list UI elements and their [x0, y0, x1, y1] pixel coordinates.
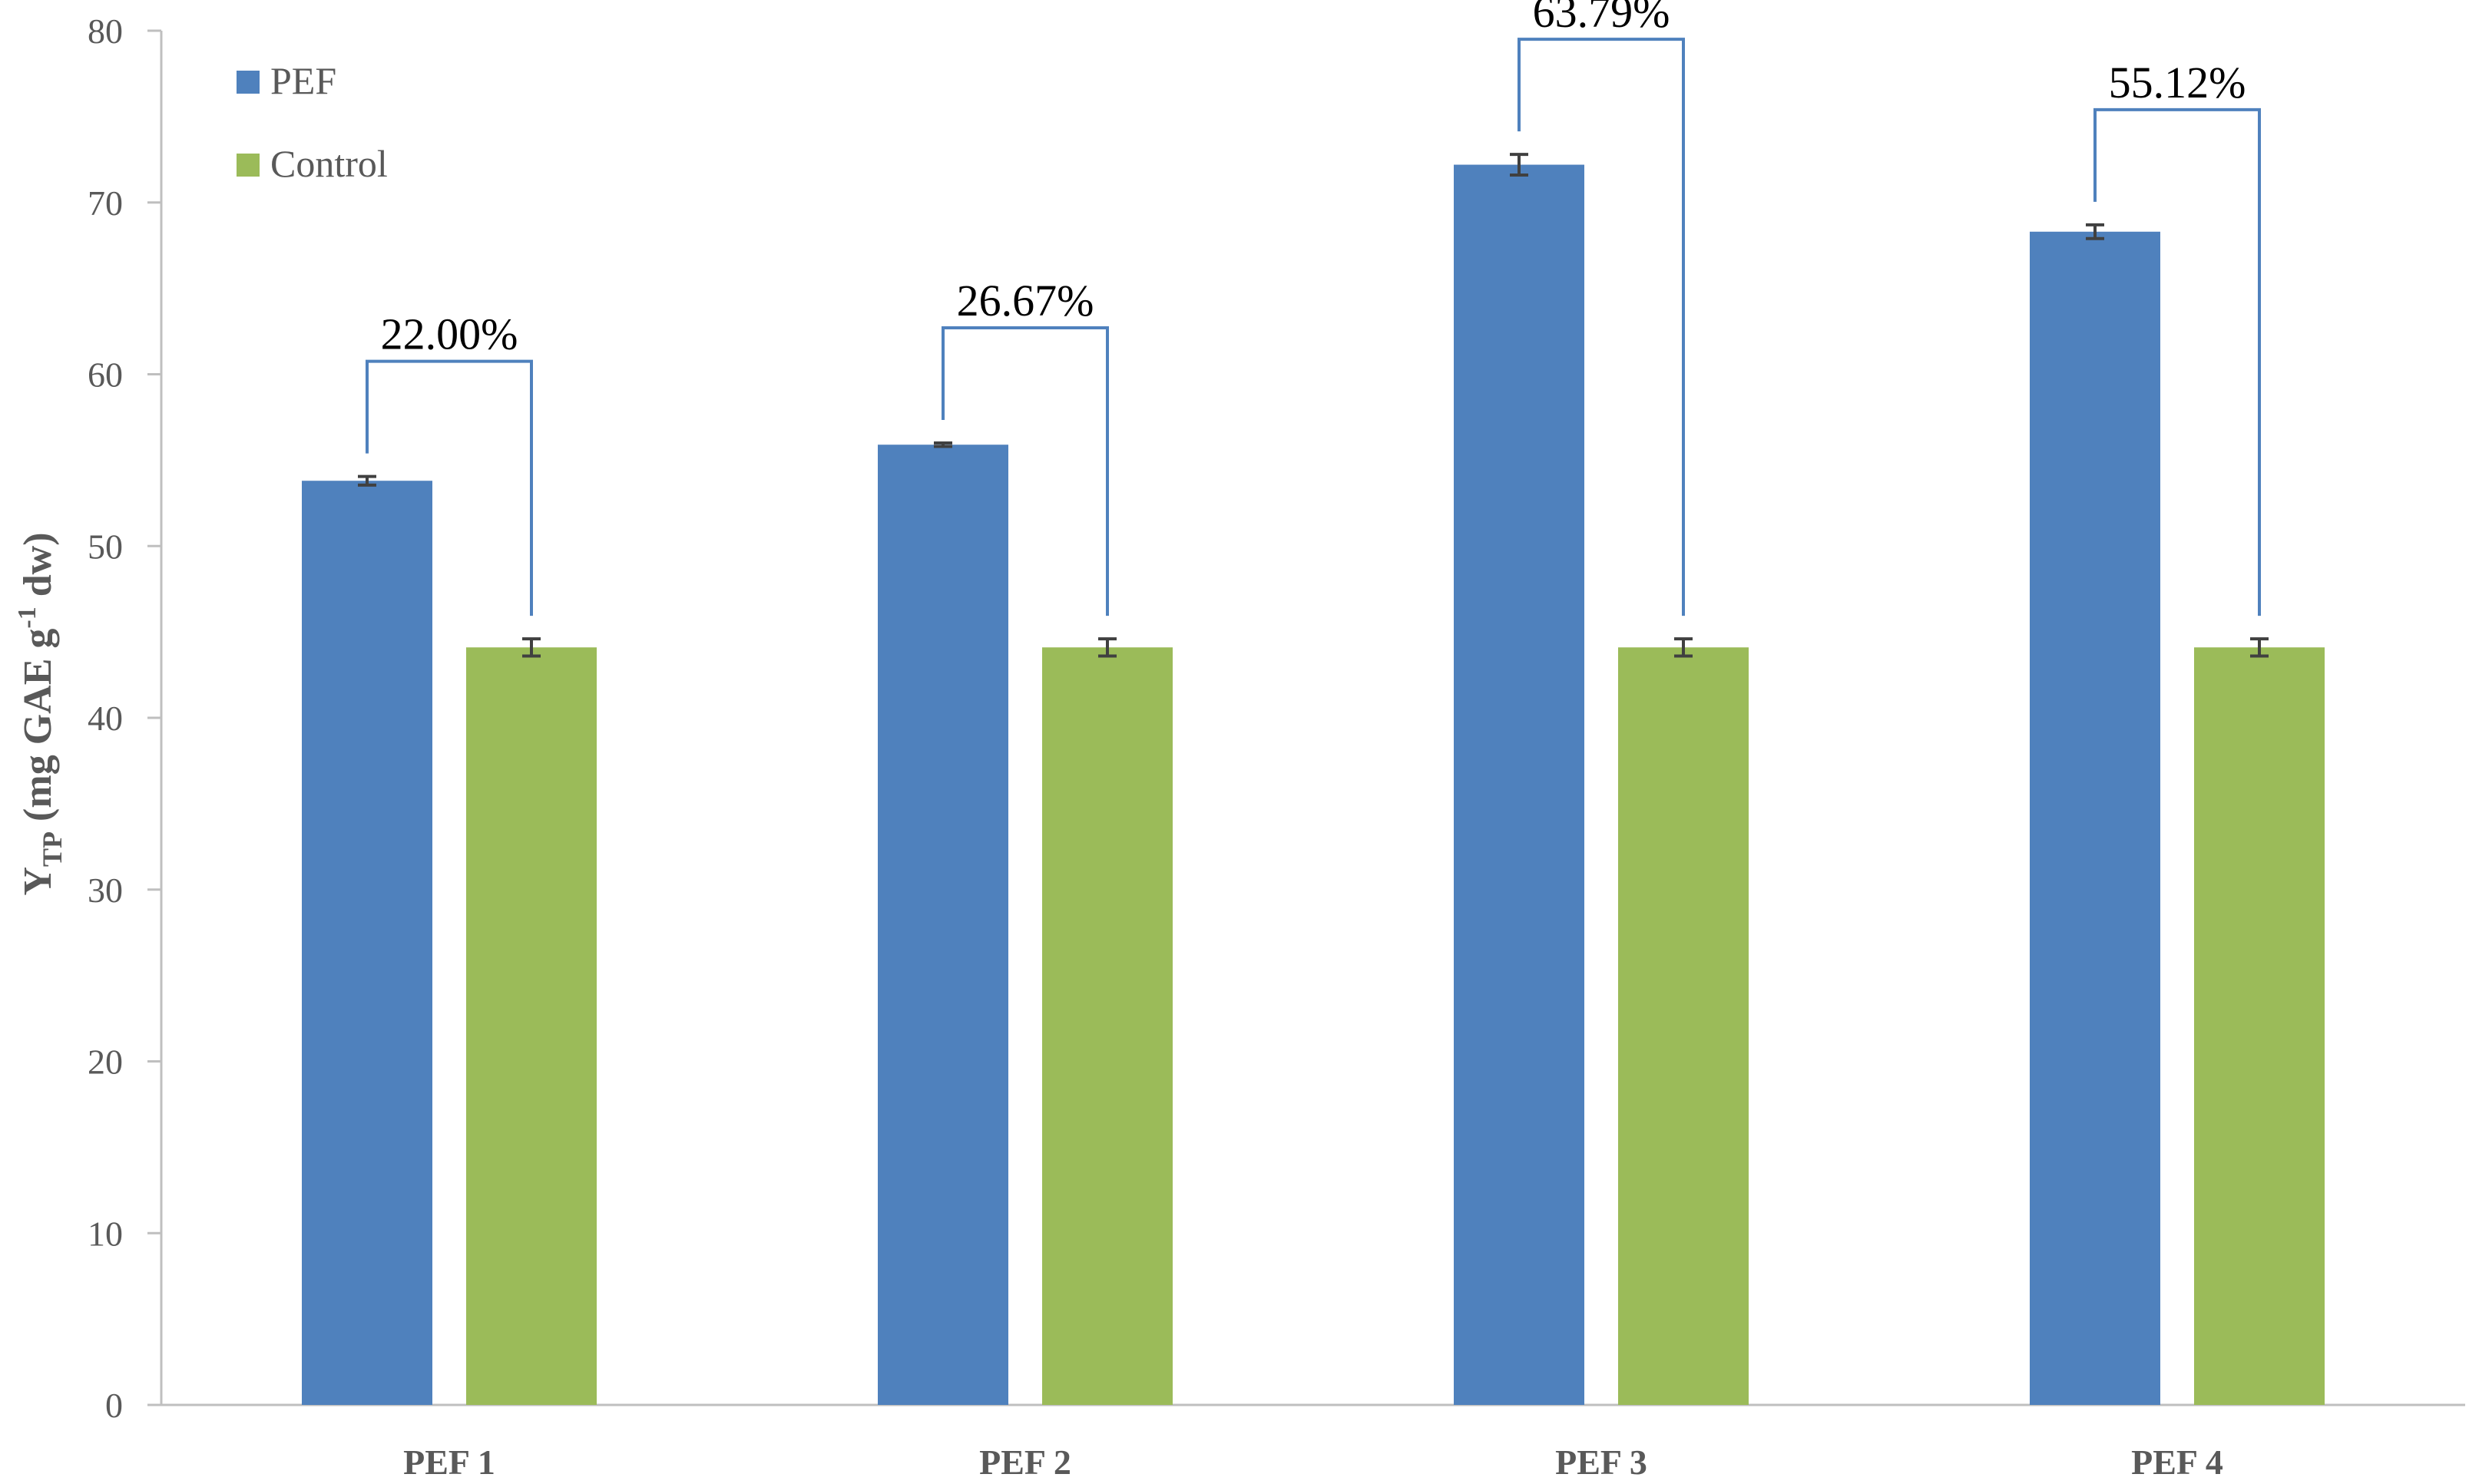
y-axis-label-sup: -1: [13, 606, 41, 628]
y-tick-label: 80: [88, 12, 123, 51]
bar-control: [2194, 647, 2325, 1405]
bar-control: [1618, 647, 1749, 1405]
x-tick-label: PEF 1: [403, 1443, 495, 1482]
y-tick-label: 30: [88, 871, 123, 910]
x-tick-label: PEF 3: [1555, 1443, 1647, 1482]
x-tick-label: PEF 2: [979, 1443, 1071, 1482]
legend: PEF Control: [237, 59, 388, 185]
comparison-bracket: [942, 326, 1109, 616]
bar-pef: [1454, 164, 1584, 1405]
comparison-bracket: [2093, 107, 2261, 616]
y-axis-label-pre: (mg GAE g: [16, 629, 60, 831]
bar-pef: [878, 445, 1008, 1405]
y-tick-label: 70: [88, 183, 123, 223]
legend-swatch-control: [237, 154, 260, 177]
comparison-bracket: [1518, 38, 1685, 616]
percent-increase-label: 55.12%: [2109, 58, 2246, 107]
bars: [302, 153, 2325, 1406]
y-tick-label: 0: [105, 1386, 123, 1425]
bar-pef: [302, 481, 432, 1405]
y-axis-title: YTP (mg GAE g-1 dw): [13, 532, 68, 895]
y-axis-label: YTP (mg GAE g-1 dw): [13, 532, 68, 895]
annotations: 22.00% 26.67% 63.79% 55.12%: [366, 0, 2261, 616]
legend-label-pef: PEF: [270, 59, 336, 102]
y-tick-label: 20: [88, 1043, 123, 1082]
y-axis-label-sub: TP: [37, 831, 68, 867]
y-tick-label: 40: [88, 699, 123, 738]
y-tick-label: 10: [88, 1214, 123, 1253]
y-axis-label-main: Y: [16, 867, 60, 896]
axes: 0 10 20 30 40 50 60 70 80 PEF 1 PEF 2 PEF 3 PEF 4: [88, 12, 2465, 1482]
percent-increase-label: 26.67%: [957, 276, 1094, 326]
comparison-bracket: [366, 359, 533, 616]
percent-increase-label: 22.00%: [381, 309, 518, 359]
y-axis-label-post: dw): [16, 532, 60, 606]
x-tick-label: PEF 4: [2131, 1443, 2223, 1482]
legend-swatch-pef: [237, 71, 260, 94]
bar-pef: [2030, 231, 2160, 1406]
bar-control: [466, 647, 597, 1405]
bar-control: [1042, 647, 1173, 1405]
y-tick-label: 50: [88, 527, 123, 566]
percent-increase-label: 63.79%: [1533, 0, 1670, 37]
legend-label-control: Control: [270, 142, 388, 185]
y-tick-label: 60: [88, 355, 123, 395]
